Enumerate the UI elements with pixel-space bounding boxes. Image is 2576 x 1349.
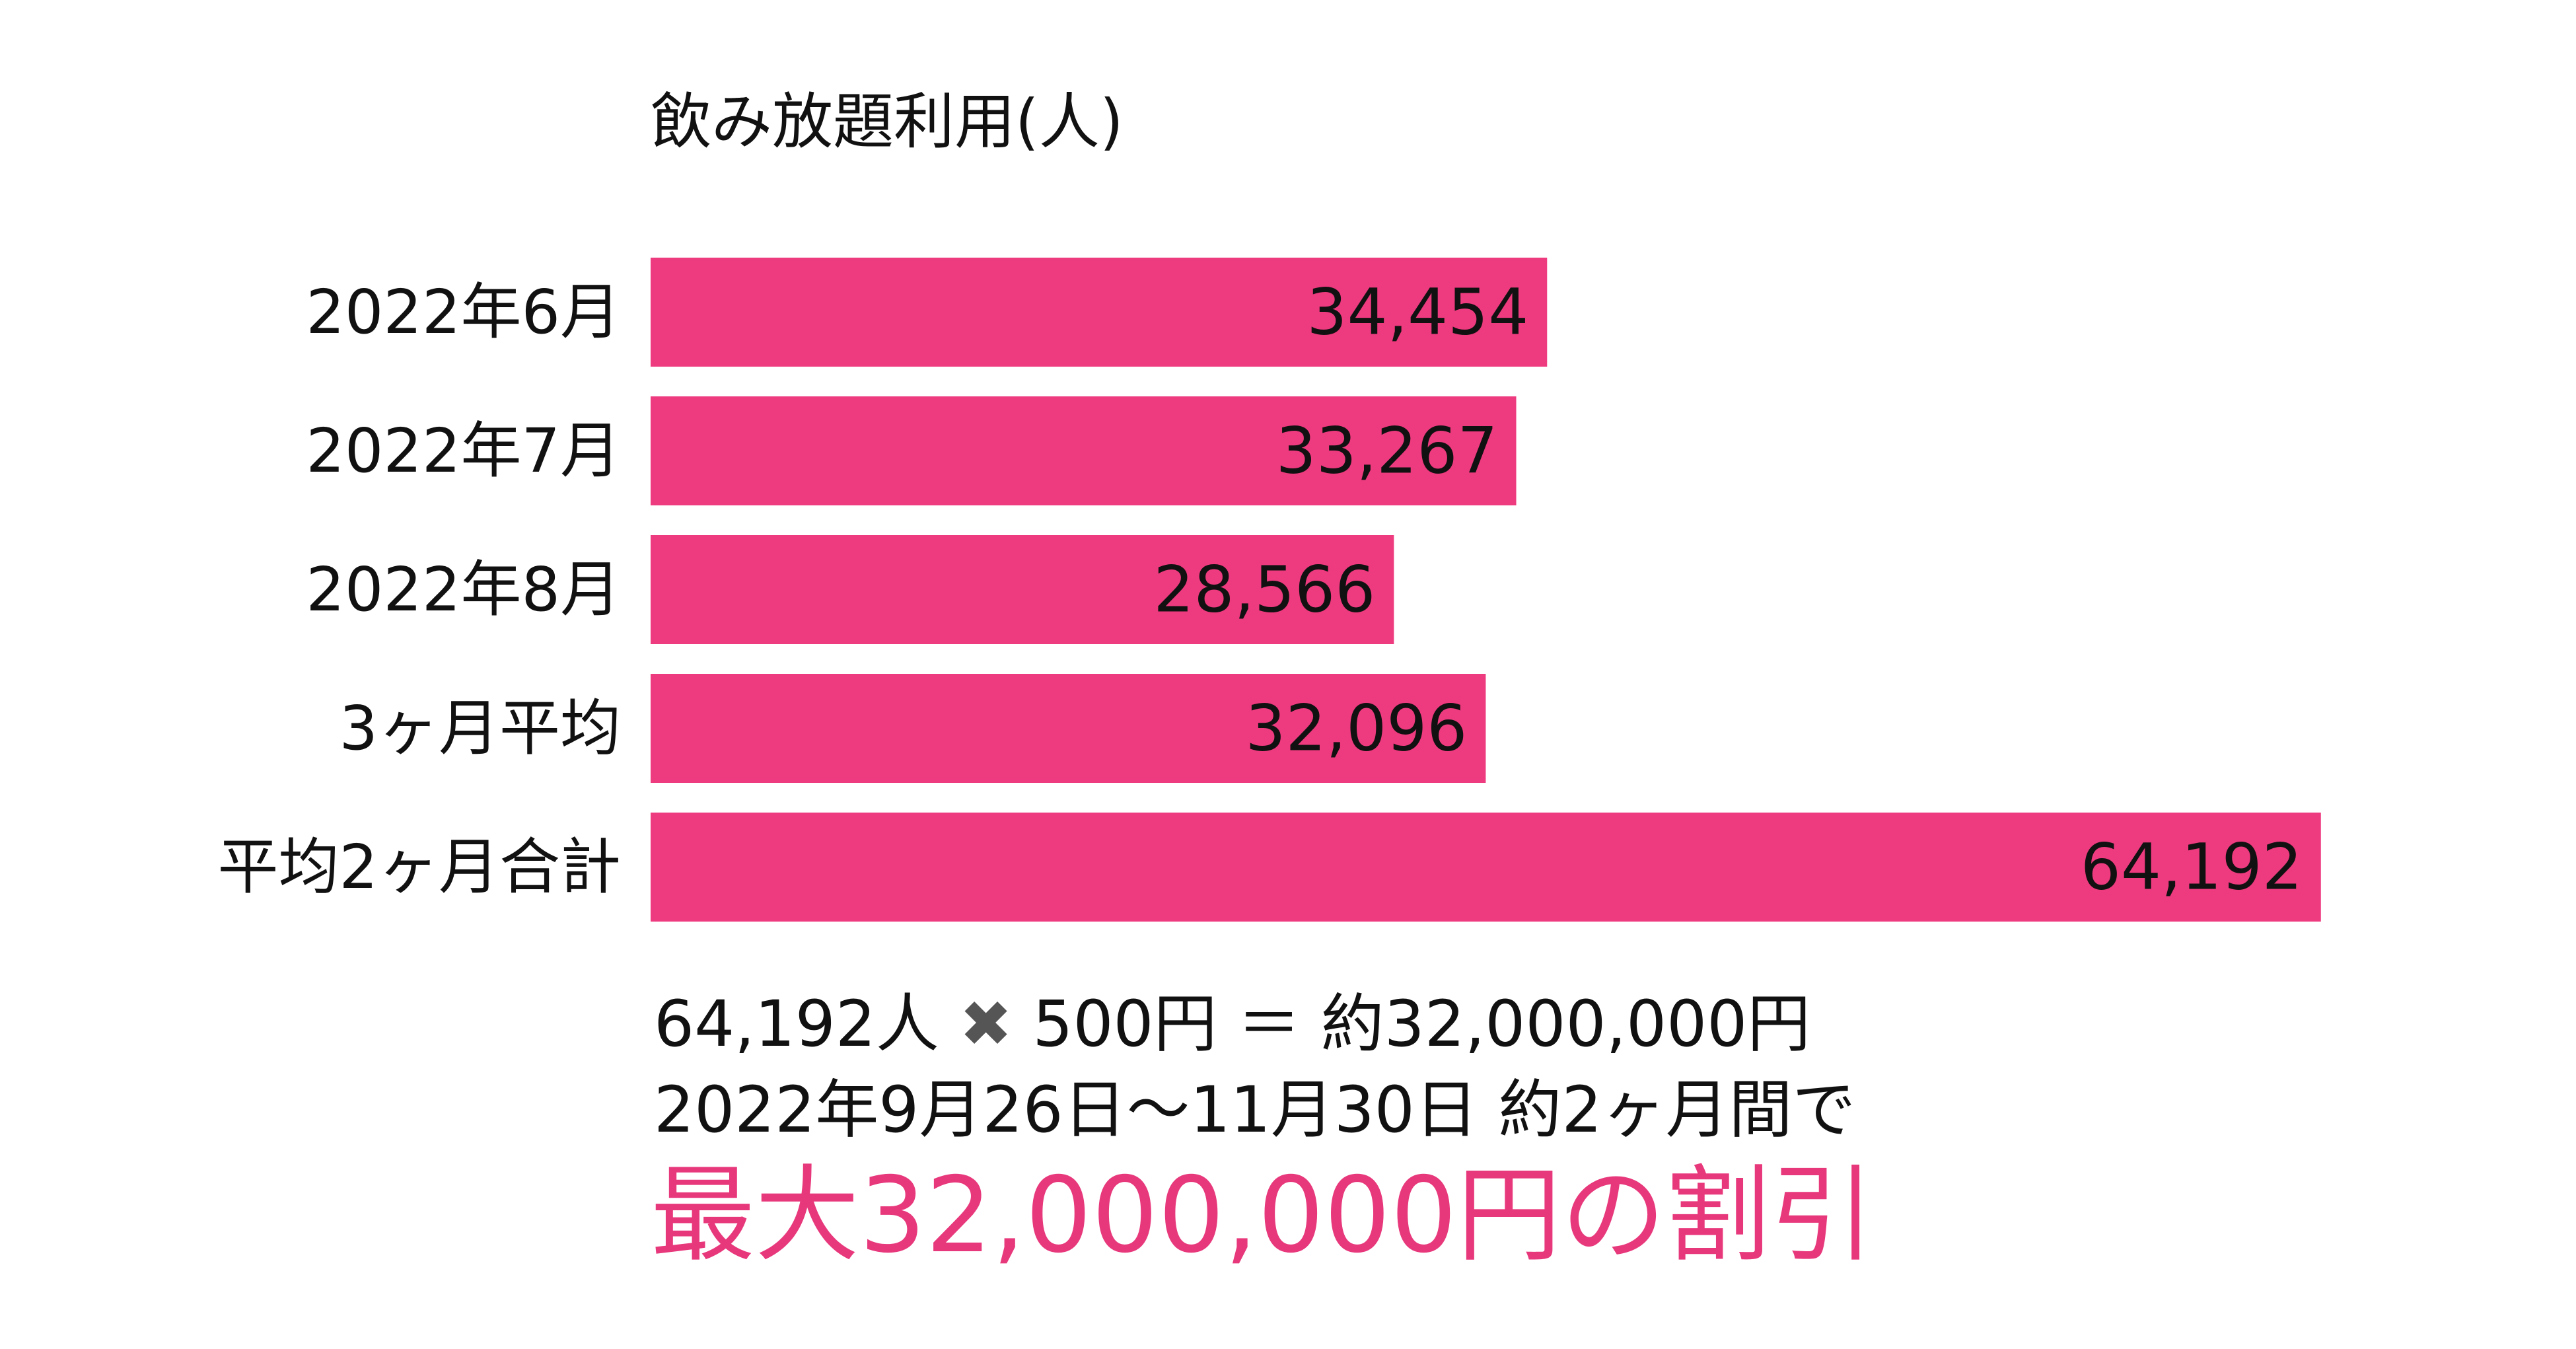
calculation-people: 64,192人 [654, 987, 939, 1061]
multiply-icon: ✖ [959, 987, 1013, 1061]
calculation-result: 500円 ＝ 約32,000,000円 [1032, 987, 1811, 1061]
value-label-5: 64,192 [2081, 830, 2303, 904]
discount-headline: 最大32,000,000円の割引 [651, 1155, 1875, 1276]
value-label-2: 33,267 [1276, 414, 1498, 488]
value-label-1: 34,454 [1306, 275, 1528, 349]
value-label-4: 32,096 [1245, 692, 1467, 766]
bar-2 [651, 396, 1517, 505]
value-label-3: 28,566 [1153, 553, 1375, 627]
chart-title: 飲み放題利用(人) [651, 87, 1124, 157]
bar-1 [651, 258, 1548, 367]
category-label-5: 平均2ヶ月合計 [217, 832, 621, 902]
category-label-1: 2022年6月 [306, 277, 621, 347]
bar-4 [651, 674, 1486, 783]
category-label-4: 3ヶ月平均 [339, 693, 621, 764]
bar-3 [651, 535, 1394, 644]
calculation-line: 64,192人 ✖ 500円 ＝ 約32,000,000円 [654, 988, 1810, 1060]
bar-5 [651, 813, 2321, 922]
category-label-2: 2022年7月 [306, 416, 621, 486]
category-label-3: 2022年8月 [306, 554, 621, 625]
period-line: 2022年9月26日〜11月30日 約2ヶ月間で [654, 1073, 1856, 1147]
bar-chart: 2022年6月 34,454 2022年7月 33,267 2022年8月 28,566 3… [217, 258, 2321, 922]
